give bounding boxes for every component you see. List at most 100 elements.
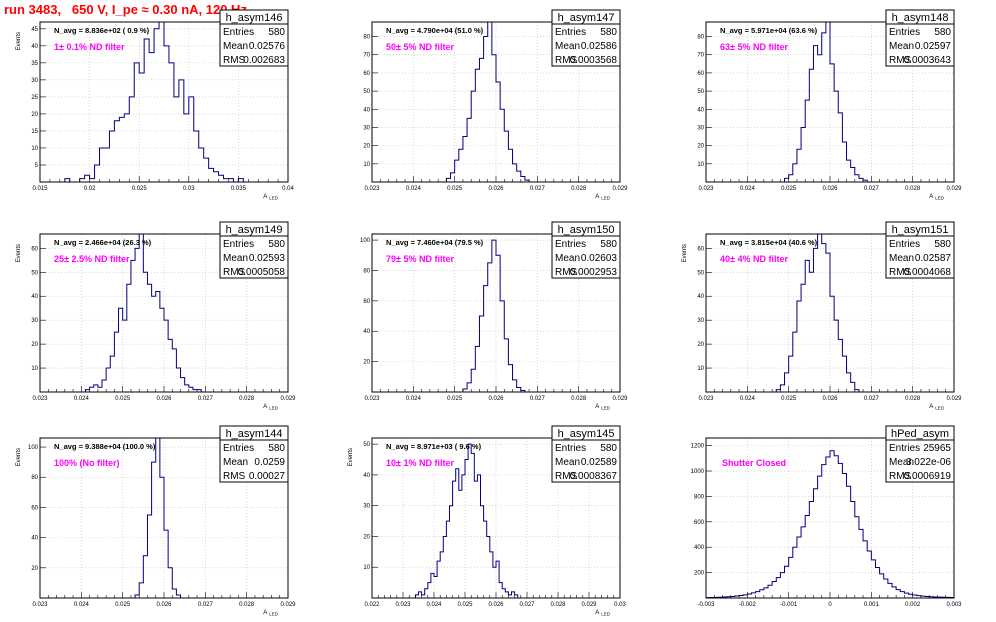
x-tick-label: 0.027 xyxy=(864,396,880,402)
x-axis-label: A LED xyxy=(595,610,611,617)
stats-box xyxy=(885,9,955,67)
y-axis-label: Events xyxy=(682,244,688,262)
x-axis-label: A LED xyxy=(929,404,945,411)
stats-box xyxy=(885,221,955,279)
y-tick-label: 20 xyxy=(31,112,38,118)
stats-key: Mean xyxy=(889,253,914,264)
x-axis-label: A LED xyxy=(595,404,611,411)
stats-box xyxy=(219,9,289,67)
y-tick-label: 45 xyxy=(31,27,38,33)
stats-value: 580 xyxy=(600,239,617,250)
x-tick-label: 0.024 xyxy=(74,396,90,402)
y-axis-label: Events xyxy=(348,448,354,466)
stats-value: 580 xyxy=(600,443,617,454)
x-axis-label-subscript: LED xyxy=(269,196,279,201)
histogram-series xyxy=(784,21,868,182)
x-tick-label: 0.029 xyxy=(612,186,628,192)
stats-key: Entries xyxy=(889,27,920,38)
histogram-panel-h_asym148: 0.023 0.024 0.025 0.026 0.027 0.028 0.029 10 20 3… xyxy=(697,9,962,201)
y-tick-label: 15 xyxy=(31,129,38,135)
x-axis-label-subscript: LED xyxy=(601,406,611,411)
x-tick-label: 0.028 xyxy=(571,186,587,192)
filter-label: 25± 2.5% ND filter xyxy=(54,254,130,264)
stats-key: Mean xyxy=(555,457,580,468)
stats-value: 580 xyxy=(934,27,951,38)
x-axis-label-subscript: LED xyxy=(601,612,611,617)
y-tick-label: 50 xyxy=(697,270,704,276)
x-tick-label: 0.029 xyxy=(612,396,628,402)
x-tick-label: 0.029 xyxy=(280,602,296,608)
y-axis-label: Events xyxy=(16,32,22,50)
x-tick-label: 0.027 xyxy=(198,396,214,402)
stats-value: 3.022e-06 xyxy=(906,457,951,468)
y-tick-label: 40 xyxy=(31,44,38,50)
y-tick-label: 1200 xyxy=(691,444,705,450)
stats-value: 0.0008367 xyxy=(570,471,618,482)
y-tick-label: 30 xyxy=(31,78,38,84)
y-tick-label: 80 xyxy=(31,475,38,481)
stats-value: 0.02586 xyxy=(581,41,618,52)
stats-key: Entries xyxy=(555,27,586,38)
stats-key: Entries xyxy=(223,239,254,250)
y-tick-label: 20 xyxy=(363,144,370,150)
x-tick-label: 0.029 xyxy=(581,602,597,608)
y-tick-label: 30 xyxy=(697,318,704,324)
histogram-series xyxy=(64,21,244,183)
x-axis-label-subscript: LED xyxy=(601,196,611,201)
y-tick-label: 60 xyxy=(31,505,38,511)
stats-histogram-name: h_asym148 xyxy=(892,12,949,24)
y-tick-label: 30 xyxy=(31,318,38,324)
stats-key: Mean xyxy=(223,253,248,264)
y-tick-label: 40 xyxy=(31,536,38,542)
x-axis-label: A LED xyxy=(595,194,611,201)
stats-key: Mean xyxy=(555,41,580,52)
x-tick-label: 0.026 xyxy=(488,186,504,192)
x-tick-label: 0.025 xyxy=(457,602,473,608)
stats-histogram-name: h_asym145 xyxy=(558,428,615,440)
y-tick-label: 40 xyxy=(697,294,704,300)
x-axis-label-subscript: LED xyxy=(935,406,945,411)
x-tick-label: 0.025 xyxy=(132,186,148,192)
y-tick-label: 30 xyxy=(363,504,370,510)
y-tick-label: 30 xyxy=(697,125,704,131)
stats-value: 0.0004068 xyxy=(904,267,952,278)
y-tick-label: 80 xyxy=(363,268,370,274)
x-tick-label: 0.026 xyxy=(822,396,838,402)
y-tick-label: 50 xyxy=(363,442,370,448)
stats-key: Mean xyxy=(555,253,580,264)
stats-box xyxy=(219,221,289,279)
y-tick-label: 10 xyxy=(31,366,38,372)
x-tick-label: 0.027 xyxy=(530,396,546,402)
plot-frame xyxy=(39,21,289,183)
x-tick-label: 0 xyxy=(828,602,832,608)
x-tick-label: 0.028 xyxy=(239,602,255,608)
y-tick-label: 20 xyxy=(363,360,370,366)
stats-box xyxy=(219,425,289,483)
stats-key: RMS xyxy=(555,267,578,278)
stats-histogram-name: h_asym144 xyxy=(226,428,283,440)
x-tick-label: 0.023 xyxy=(698,186,714,192)
x-tick-label: 0.027 xyxy=(530,186,546,192)
stats-value: 580 xyxy=(268,27,285,38)
y-tick-label: 70 xyxy=(363,53,370,59)
x-axis-label-subscript: LED xyxy=(269,406,279,411)
y-axis-label: Events xyxy=(16,448,22,466)
histogram-series xyxy=(445,21,530,182)
histogram-panel-h_asym144: 0.023 0.024 0.025 0.026 0.027 0.028 0.029 20 40 6… xyxy=(16,425,296,617)
stats-value: 0.02589 xyxy=(581,457,618,468)
x-tick-label: 0.023 xyxy=(32,396,48,402)
stats-value: 0.0003568 xyxy=(570,55,618,66)
x-tick-label: 0.022 xyxy=(364,602,380,608)
y-tick-label: 10 xyxy=(697,366,704,372)
stats-key: RMS xyxy=(889,267,912,278)
stats-box xyxy=(885,425,955,483)
stats-value: 580 xyxy=(934,239,951,250)
x-tick-label: 0.027 xyxy=(864,186,880,192)
stats-key: RMS xyxy=(555,55,578,66)
stats-key: Mean xyxy=(889,41,914,52)
filter-label: 100% (No filter) xyxy=(54,458,120,468)
histogram-series xyxy=(775,233,860,392)
filter-label: 63± 5% ND filter xyxy=(720,42,788,52)
x-axis-label: A LED xyxy=(263,610,279,617)
stats-box xyxy=(551,425,621,483)
